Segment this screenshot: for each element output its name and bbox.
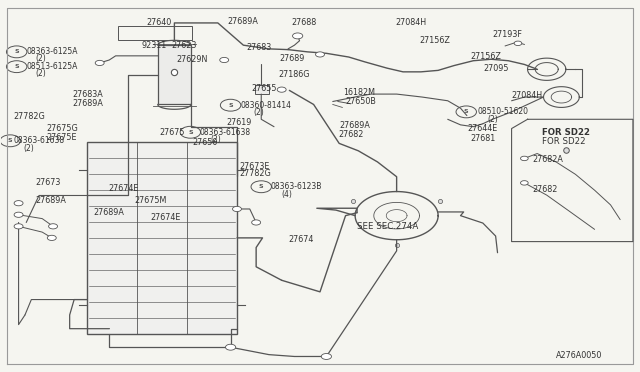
Circle shape <box>321 353 332 359</box>
Text: 27689A: 27689A <box>227 17 259 26</box>
Bar <box>158 45 191 105</box>
Text: 27629N: 27629N <box>176 55 208 64</box>
Text: S: S <box>8 138 13 143</box>
Text: 27688: 27688 <box>291 19 317 28</box>
Text: (4): (4) <box>282 190 292 199</box>
Text: 27619: 27619 <box>227 118 252 127</box>
Circle shape <box>49 224 58 229</box>
Text: 27650: 27650 <box>192 138 218 147</box>
Text: 27681: 27681 <box>470 134 495 143</box>
Text: 27156Z: 27156Z <box>419 36 450 45</box>
Text: 27655: 27655 <box>251 84 276 93</box>
Circle shape <box>95 60 104 65</box>
Text: A276A0050: A276A0050 <box>556 351 603 360</box>
Text: 27193F: 27193F <box>492 29 522 39</box>
Text: (2): (2) <box>36 69 47 78</box>
Text: 27640: 27640 <box>147 19 172 28</box>
Circle shape <box>14 224 23 229</box>
Text: 08360-81414: 08360-81414 <box>240 101 291 110</box>
Text: (2): (2) <box>23 144 34 153</box>
Text: S: S <box>259 184 264 189</box>
Text: 27675E: 27675E <box>47 132 77 142</box>
Circle shape <box>514 41 522 45</box>
Text: 27095: 27095 <box>483 64 509 73</box>
Text: 08513-6125A: 08513-6125A <box>26 62 77 71</box>
Text: 27674: 27674 <box>288 235 314 244</box>
Text: 08363-61638: 08363-61638 <box>200 128 251 137</box>
Text: S: S <box>14 64 19 69</box>
Text: 27689A: 27689A <box>72 99 103 108</box>
Text: 27186G: 27186G <box>278 70 310 78</box>
Text: S: S <box>228 103 233 108</box>
Text: 27682: 27682 <box>532 185 557 194</box>
Text: 92311: 92311 <box>141 41 166 51</box>
Circle shape <box>277 87 286 92</box>
Text: (2): (2) <box>210 135 221 144</box>
Text: 27650B: 27650B <box>346 97 376 106</box>
Circle shape <box>14 212 23 217</box>
Text: 27782G: 27782G <box>239 169 271 178</box>
Text: (2): (2) <box>253 108 264 117</box>
Text: (2): (2) <box>36 54 47 63</box>
Circle shape <box>220 57 228 62</box>
Circle shape <box>47 235 56 240</box>
Text: S: S <box>464 109 468 114</box>
Text: FOR SD22: FOR SD22 <box>542 128 590 137</box>
Text: 27675G: 27675G <box>47 124 79 133</box>
Circle shape <box>14 201 23 206</box>
Text: FOR SD22: FOR SD22 <box>542 137 586 146</box>
Text: 27084H: 27084H <box>396 19 426 28</box>
Text: S: S <box>188 130 193 135</box>
Text: S: S <box>14 49 19 54</box>
Circle shape <box>520 156 528 161</box>
Bar <box>87 141 237 334</box>
Text: 16182M: 16182M <box>343 88 375 97</box>
Circle shape <box>225 344 236 350</box>
Text: SEE SEC.274A: SEE SEC.274A <box>357 222 419 231</box>
Text: (2): (2) <box>487 115 498 124</box>
Circle shape <box>292 33 303 39</box>
Text: 08510-51620: 08510-51620 <box>477 108 528 116</box>
Text: 27673E: 27673E <box>239 162 269 171</box>
Text: 08363-6123B: 08363-6123B <box>271 182 322 191</box>
Text: 27674E: 27674E <box>151 213 181 222</box>
Text: 27644E: 27644E <box>467 124 497 133</box>
Text: 27673: 27673 <box>36 178 61 187</box>
Text: 27689A: 27689A <box>36 196 67 205</box>
Circle shape <box>520 181 528 185</box>
Text: 27084H: 27084H <box>511 91 543 100</box>
Circle shape <box>252 220 260 225</box>
Circle shape <box>232 206 241 212</box>
Bar <box>255 85 269 94</box>
Text: 27156Z: 27156Z <box>470 52 501 61</box>
Text: 27675M: 27675M <box>135 196 167 205</box>
Text: 27674E: 27674E <box>108 185 138 193</box>
Text: 27689A: 27689A <box>339 122 370 131</box>
Text: 27682: 27682 <box>338 130 364 140</box>
Text: 27683: 27683 <box>246 42 272 51</box>
Text: 08363-6125A: 08363-6125A <box>26 47 77 56</box>
Circle shape <box>316 52 324 57</box>
Text: 08363-61638: 08363-61638 <box>13 136 65 145</box>
Text: 27689A: 27689A <box>93 208 124 217</box>
Text: 27683A: 27683A <box>72 90 103 99</box>
Text: 27682A: 27682A <box>532 155 563 164</box>
Text: 27623: 27623 <box>172 41 196 51</box>
Bar <box>118 26 191 39</box>
Text: 27675: 27675 <box>159 128 184 137</box>
Text: 27782G: 27782G <box>13 112 45 121</box>
Text: 27689: 27689 <box>280 54 305 63</box>
